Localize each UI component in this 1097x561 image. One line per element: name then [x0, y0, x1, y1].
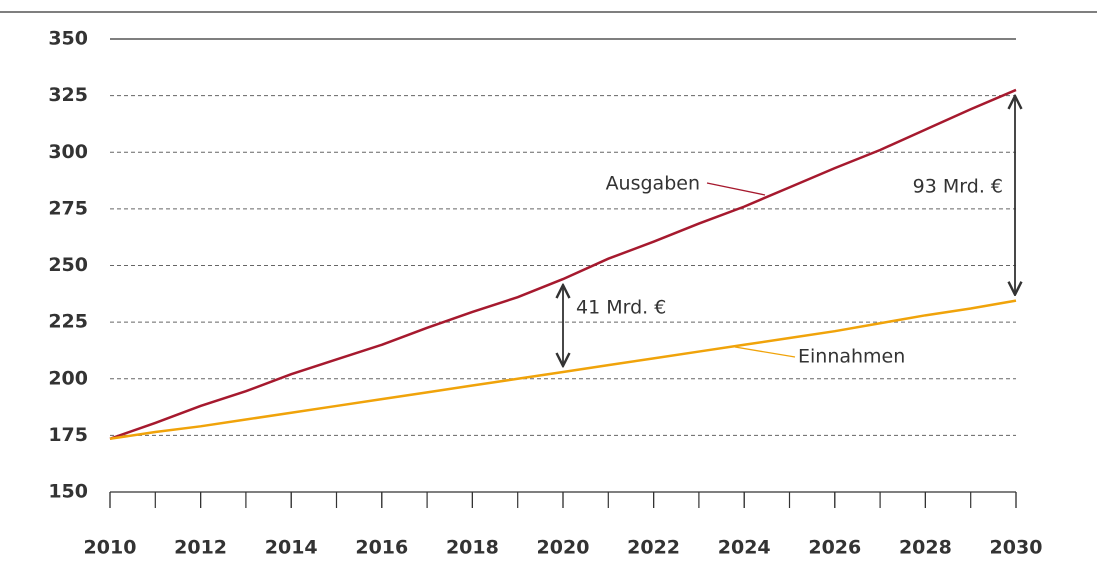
x-tick-label: 2024 — [718, 537, 771, 559]
y-tick-label: 300 — [48, 141, 88, 163]
x-tick-label: 2016 — [355, 537, 408, 559]
series-line — [109, 88, 1017, 440]
x-tick-label: 2012 — [174, 537, 227, 559]
series-line — [109, 299, 1017, 441]
x-tick-label: 2030 — [990, 537, 1043, 559]
y-tick-label: 225 — [48, 311, 88, 333]
x-tick-label: 2014 — [265, 537, 318, 559]
x-tick-label: 2018 — [446, 537, 499, 559]
x-tick-label: 2026 — [808, 537, 861, 559]
annotation: 41 Mrd. € — [576, 297, 666, 319]
y-tick-label: 175 — [48, 424, 88, 446]
leader-line — [734, 346, 796, 358]
y-tick-label: 275 — [48, 197, 88, 219]
y-tick-label: 200 — [48, 367, 88, 389]
leader-line — [706, 182, 766, 196]
x-tick-label: 2020 — [537, 537, 590, 559]
series-label: Ausgaben — [606, 173, 700, 195]
x-tick-label: 2010 — [84, 537, 137, 559]
y-tick-label: 350 — [48, 28, 88, 50]
annotation: 93 Mrd. € — [913, 176, 1003, 198]
x-tick-label: 2028 — [899, 537, 952, 559]
y-tick-label: 150 — [48, 481, 88, 503]
y-tick-label: 250 — [48, 254, 88, 276]
x-tick-label: 2022 — [627, 537, 680, 559]
y-tick-label: 325 — [48, 84, 88, 106]
series-label: Einnahmen — [798, 346, 905, 368]
